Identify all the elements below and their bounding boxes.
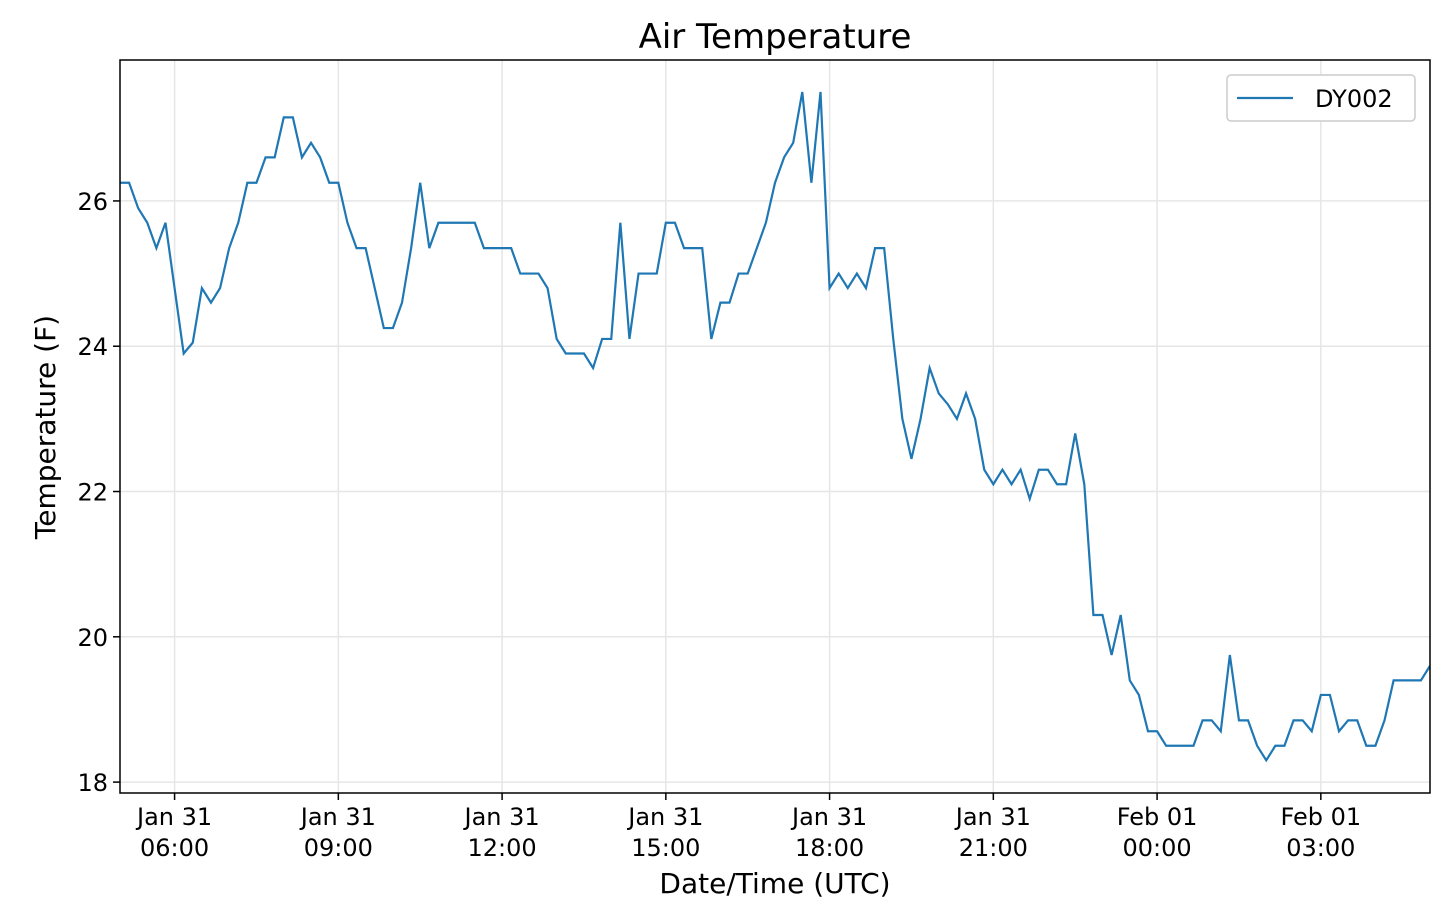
y-tick-label: 18: [77, 769, 108, 797]
x-tick-label: Jan 31 09:00: [299, 803, 376, 862]
legend-label: DY002: [1315, 85, 1393, 113]
y-tick-label: 22: [77, 479, 108, 507]
x-tick-label: Jan 31 15:00: [626, 803, 703, 862]
y-tick-label: 26: [77, 188, 108, 216]
legend-box: [1226, 74, 1416, 122]
x-tick-label: Jan 31 21:00: [954, 803, 1031, 862]
x-tick-label: Jan 31 06:00: [135, 803, 212, 862]
x-tick-label: Feb 01 03:00: [1280, 803, 1361, 862]
x-axis-label: Date/Time (UTC): [659, 867, 890, 900]
y-tick-label: 20: [77, 624, 108, 652]
y-tick-label: 24: [77, 333, 108, 361]
x-tick-label: Feb 01 00:00: [1117, 803, 1198, 862]
chart-title: Air Temperature: [639, 17, 912, 57]
plot-frame: [119, 59, 1431, 794]
data-line: [120, 91, 1430, 763]
y-axis-label: Temperature (F): [29, 315, 62, 540]
x-tick-label: Jan 31 12:00: [462, 803, 539, 862]
x-tick-label: Jan 31 18:00: [790, 803, 867, 862]
